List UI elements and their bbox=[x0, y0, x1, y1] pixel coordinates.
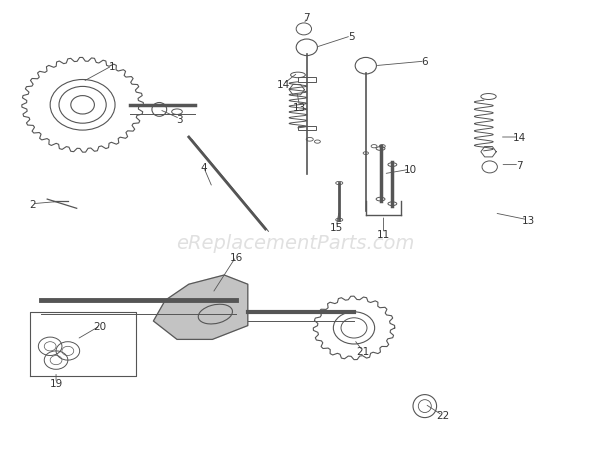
Text: 5: 5 bbox=[348, 32, 355, 42]
Text: 19: 19 bbox=[50, 378, 63, 388]
Text: 3: 3 bbox=[176, 114, 183, 124]
Text: 16: 16 bbox=[230, 252, 242, 262]
Text: 10: 10 bbox=[404, 165, 417, 175]
Text: 1: 1 bbox=[109, 62, 116, 72]
Text: 14: 14 bbox=[513, 133, 526, 143]
Text: 21: 21 bbox=[356, 346, 369, 356]
Text: 20: 20 bbox=[94, 321, 107, 331]
Bar bbox=[298, 127, 316, 131]
Text: 11: 11 bbox=[377, 229, 390, 239]
Text: 15: 15 bbox=[330, 222, 343, 232]
Text: 7: 7 bbox=[303, 13, 310, 23]
Text: 2: 2 bbox=[29, 199, 36, 209]
Bar bbox=[298, 78, 316, 83]
Text: 14: 14 bbox=[277, 80, 290, 90]
Text: 4: 4 bbox=[200, 162, 207, 173]
Text: 7: 7 bbox=[516, 160, 523, 170]
Text: 13: 13 bbox=[293, 103, 306, 113]
Polygon shape bbox=[153, 275, 248, 340]
Text: 13: 13 bbox=[522, 215, 535, 225]
Text: eReplacementParts.com: eReplacementParts.com bbox=[176, 234, 414, 253]
Text: 22: 22 bbox=[436, 410, 449, 420]
Text: 6: 6 bbox=[421, 57, 428, 67]
